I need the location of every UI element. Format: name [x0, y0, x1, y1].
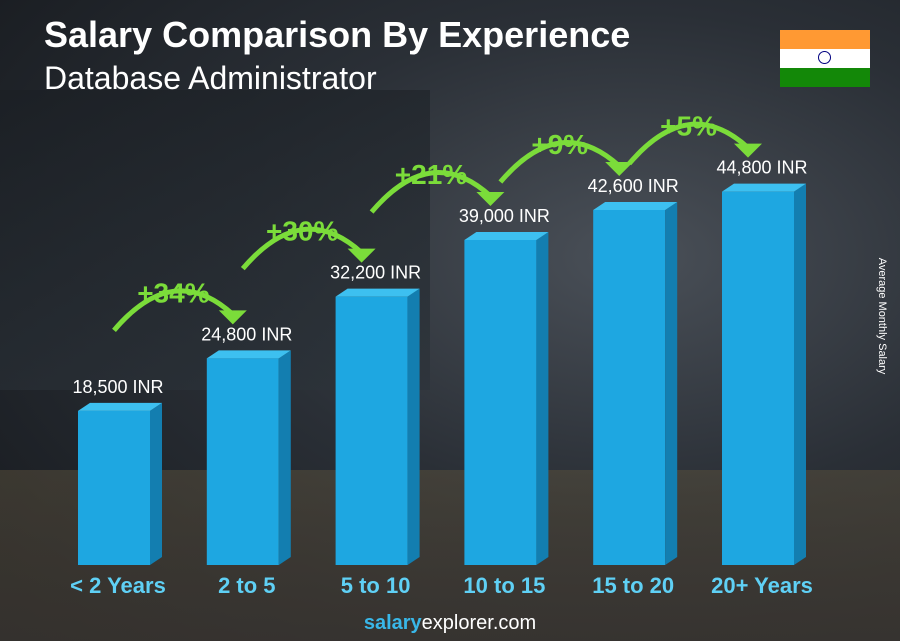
flag-stripe-green [780, 68, 870, 87]
category-label: 5 to 10 [341, 573, 411, 598]
value-label: 42,600 INR [588, 176, 679, 196]
value-label: 44,800 INR [716, 158, 807, 178]
flag-stripe-white [780, 49, 870, 68]
increase-label: +21% [395, 159, 467, 190]
footer-brand[interactable]: salaryexplorer.com [0, 612, 900, 635]
arrow-head-icon [476, 192, 505, 206]
bar-group [593, 202, 678, 565]
bar [78, 410, 150, 565]
increase-arrow [369, 170, 493, 214]
arrow-head-icon [218, 310, 247, 325]
bar-side [665, 202, 678, 565]
category-label: < 2 Years [70, 573, 166, 598]
increase-arrow [240, 226, 364, 271]
category-label: 15 to 20 [592, 573, 674, 598]
ashoka-chakra-icon [818, 51, 831, 64]
category-label: 20+ Years [711, 573, 813, 598]
category-label: 10 to 15 [463, 573, 545, 598]
category-label: 2 to 5 [218, 573, 275, 598]
arrow-head-icon [605, 162, 634, 176]
value-label: 32,200 INR [330, 263, 421, 283]
bar-group [722, 183, 806, 565]
bar-top [206, 350, 291, 359]
bar-group [206, 350, 291, 565]
bar-top [722, 183, 806, 192]
bar-side [794, 183, 806, 565]
bar-top [335, 288, 420, 297]
increase-label: +5% [660, 111, 717, 142]
flag-stripe-saffron [780, 30, 870, 49]
bar-top [78, 402, 162, 411]
bar-side [407, 288, 420, 565]
brand-bold: salary [363, 612, 422, 634]
chart-title: Salary Comparison By Experience [44, 14, 631, 55]
bar-top [593, 202, 678, 210]
increase-arrow [112, 288, 235, 332]
bar-group [464, 232, 549, 565]
bar-side [150, 402, 162, 565]
bar [335, 296, 408, 565]
increase-arrow [627, 121, 750, 166]
brand-rest: explorer.com [421, 612, 537, 634]
value-label: 39,000 INR [459, 206, 550, 226]
bar-side [536, 232, 549, 565]
increase-arrow [498, 140, 621, 184]
increase-label: +34% [137, 277, 209, 308]
bar-top [464, 232, 549, 240]
arrow-head-icon [734, 143, 762, 158]
increase-label: +30% [266, 216, 338, 247]
arrow-head-icon [347, 248, 376, 263]
increase-label: +9% [531, 129, 588, 160]
value-label: 18,500 INR [72, 377, 163, 397]
chart-subtitle: Database Administrator [44, 60, 377, 96]
india-flag-icon [780, 30, 870, 87]
bar [464, 240, 537, 565]
bar-side [278, 350, 291, 565]
bar-group [335, 288, 420, 565]
bar [722, 191, 794, 565]
bar [206, 358, 279, 565]
bar-group [78, 402, 162, 565]
bar [593, 210, 666, 565]
value-label: 24,800 INR [201, 324, 292, 344]
